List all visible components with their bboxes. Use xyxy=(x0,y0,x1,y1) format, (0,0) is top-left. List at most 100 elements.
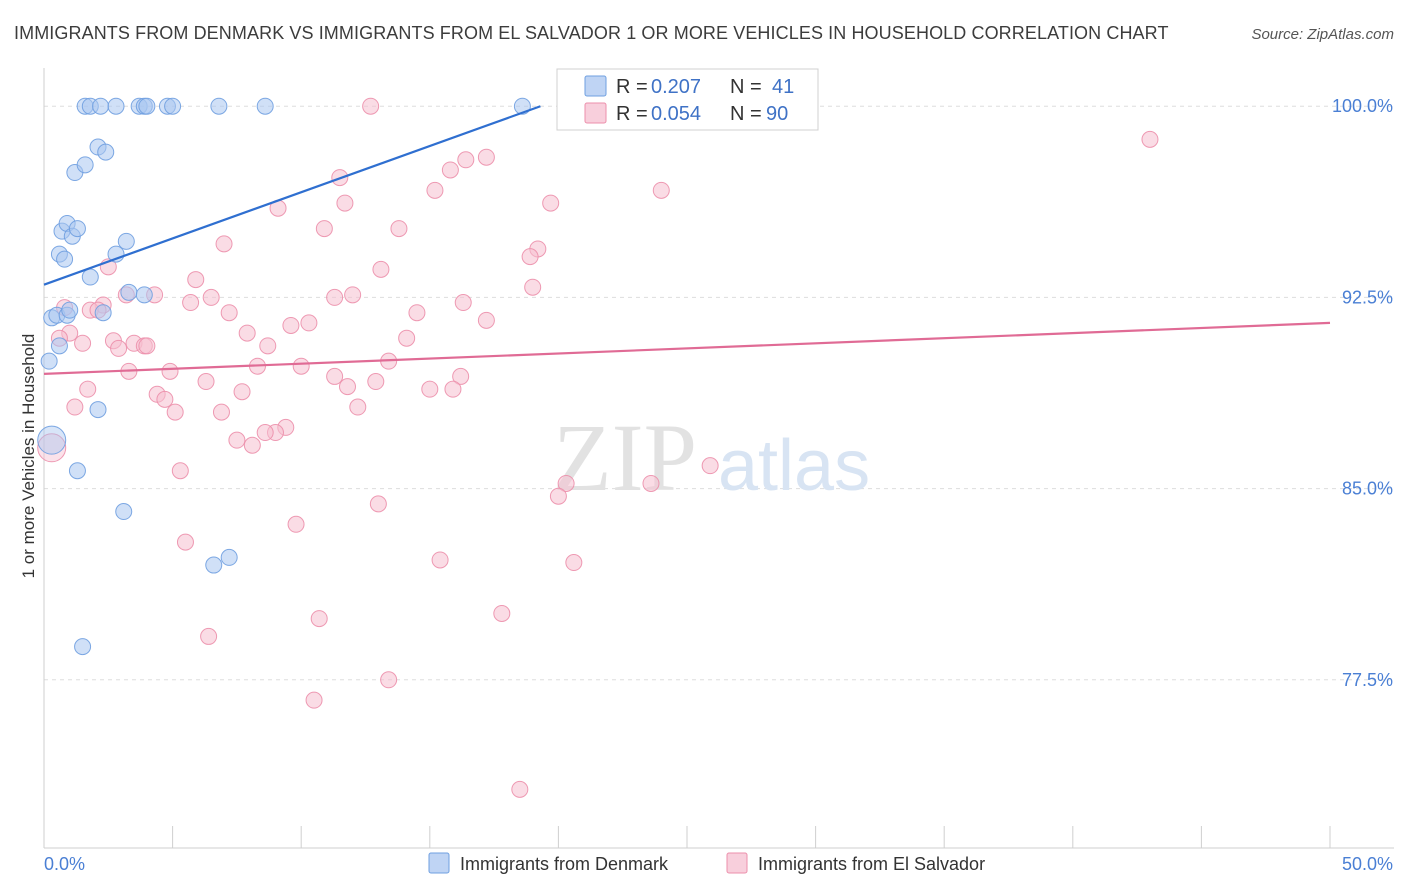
el-salvador-point xyxy=(215,235,233,253)
legend-r-label-denmark: R = xyxy=(616,76,648,98)
el-salvador-point xyxy=(156,390,174,408)
el-salvador-point xyxy=(238,324,256,342)
denmark-point xyxy=(120,283,138,301)
source-label: Source: ZipAtlas.com xyxy=(1251,26,1394,43)
el-salvador-point xyxy=(200,627,218,645)
denmark-point xyxy=(81,268,99,286)
el-salvador-point xyxy=(398,329,416,347)
series-denmark xyxy=(37,97,531,656)
x-tick-labels: 0.0% 50.0% xyxy=(44,854,1393,874)
legend-r-label-el-salvador: R = xyxy=(616,103,648,125)
el-salvador-point xyxy=(256,424,274,442)
el-salvador-point xyxy=(511,780,529,798)
el-salvador-point xyxy=(212,403,230,421)
y-tick-label: 77.5% xyxy=(1342,670,1393,690)
el-salvador-point xyxy=(652,181,670,199)
axes xyxy=(43,68,1394,849)
denmark-point xyxy=(210,97,228,115)
el-salvador-point xyxy=(182,294,200,312)
correlation-legend: R = 0.207 N = 41 R = 0.054 N = 90 xyxy=(556,68,819,131)
y-tick-labels: 77.5% 85.0% 92.5% 100.0% xyxy=(1332,96,1393,690)
el-salvador-point xyxy=(315,220,333,238)
denmark-point xyxy=(92,97,110,115)
trend-lines xyxy=(43,105,1331,375)
denmark-point xyxy=(205,556,223,574)
el-salvador-point xyxy=(565,554,583,572)
bottom-legend-label-el-salvador: Immigrants from El Salvador xyxy=(758,854,985,874)
el-salvador-point xyxy=(521,248,539,266)
el-salvador-point xyxy=(138,337,156,355)
denmark-point xyxy=(74,638,92,656)
watermark-zip: ZIP xyxy=(553,404,697,511)
denmark-point xyxy=(37,425,67,455)
el-salvador-point xyxy=(524,278,542,296)
el-salvador-point xyxy=(369,495,387,513)
denmark-point xyxy=(107,97,125,115)
el-salvador-point xyxy=(477,311,495,329)
denmark-point xyxy=(56,250,74,268)
el-salvador-point xyxy=(310,610,328,628)
el-salvador-point xyxy=(326,367,344,385)
bottom-legend-swatch-denmark xyxy=(428,852,450,874)
el-salvador-point xyxy=(444,380,462,398)
y-tick-label: 100.0% xyxy=(1332,96,1393,116)
denmark-point xyxy=(61,301,79,319)
legend-n-label-el-salvador: N = xyxy=(730,103,762,125)
el-salvador-point xyxy=(549,487,567,505)
legend-n-value-el-salvador: 90 xyxy=(766,103,788,125)
el-salvador-point xyxy=(66,398,84,416)
denmark-point xyxy=(138,97,156,115)
el-salvador-point xyxy=(300,314,318,332)
el-salvador-point xyxy=(79,380,97,398)
denmark-point xyxy=(97,143,115,161)
y-axis-label: 1 or more Vehicles in Household xyxy=(19,334,38,579)
el-salvador-point xyxy=(336,194,354,212)
legend-r-value-el-salvador: 0.054 xyxy=(651,103,701,125)
el-salvador-point xyxy=(367,373,385,391)
el-salvador-point xyxy=(202,288,220,306)
denmark-point xyxy=(76,156,94,174)
denmark-trend-line xyxy=(43,105,541,286)
el-salvador-point xyxy=(197,373,215,391)
y-tick-label: 92.5% xyxy=(1342,287,1393,307)
denmark-point xyxy=(115,503,133,521)
legend-swatch-denmark xyxy=(584,75,607,97)
el-salvador-point xyxy=(431,551,449,569)
x-tick-label: 50.0% xyxy=(1342,854,1393,874)
el-salvador-point xyxy=(166,403,184,421)
el-salvador-point xyxy=(426,181,444,199)
x-tick-label: 0.0% xyxy=(44,854,85,874)
legend-n-label-denmark: N = xyxy=(730,76,762,98)
bottom-legend-swatch-el-salvador xyxy=(726,852,748,874)
el-salvador-point xyxy=(454,294,472,312)
denmark-point xyxy=(117,232,135,250)
el-salvador-point xyxy=(477,148,495,166)
el-salvador-point xyxy=(74,334,92,352)
el-salvador-point xyxy=(292,357,310,375)
denmark-point xyxy=(50,337,68,355)
denmark-point xyxy=(40,352,58,370)
denmark-point xyxy=(220,548,238,566)
denmark-point xyxy=(256,97,274,115)
el-salvador-point xyxy=(1141,130,1159,148)
el-salvador-point xyxy=(228,431,246,449)
el-salvador-point xyxy=(408,304,426,322)
el-salvador-point xyxy=(171,462,189,480)
el-salvador-point xyxy=(37,433,67,463)
el-salvador-point xyxy=(349,398,367,416)
el-salvador-point xyxy=(187,271,205,289)
el-salvador-point xyxy=(542,194,560,212)
el-salvador-point xyxy=(305,691,323,709)
denmark-point xyxy=(89,401,107,419)
el-salvador-trend-line xyxy=(43,321,1331,375)
el-salvador-point xyxy=(642,474,660,492)
el-salvador-point xyxy=(259,337,277,355)
el-salvador-point xyxy=(452,367,470,385)
el-salvador-point xyxy=(701,457,719,475)
el-salvador-point xyxy=(287,515,305,533)
el-salvador-point xyxy=(344,286,362,304)
el-salvador-point xyxy=(220,304,238,322)
el-salvador-point xyxy=(282,316,300,334)
denmark-point xyxy=(68,220,86,238)
